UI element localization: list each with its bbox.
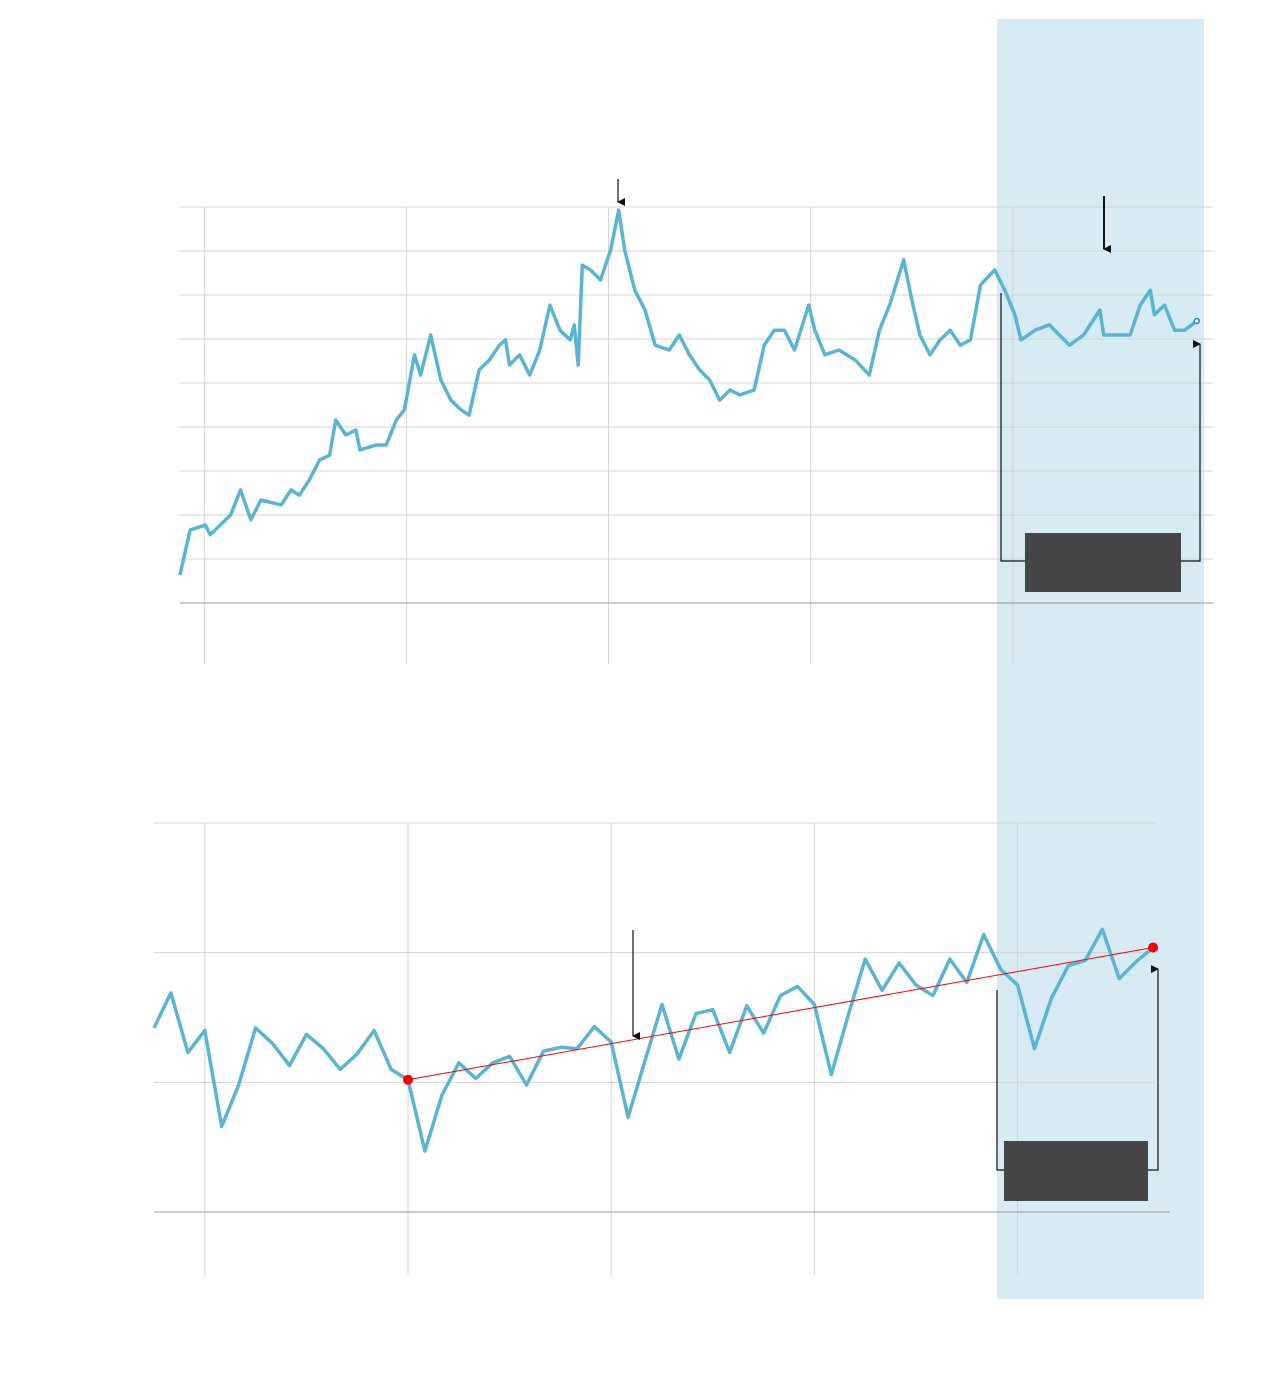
trend-point [403, 1074, 413, 1085]
data-line [178, 208, 1198, 576]
end-point [1193, 317, 1201, 325]
bracket [1000, 293, 1025, 562]
bracket [1148, 965, 1159, 1171]
bracket [1181, 340, 1201, 562]
trend-point [1148, 942, 1159, 953]
label-box [1004, 1141, 1148, 1201]
trend-line [407, 947, 1154, 1081]
data-line [152, 927, 1155, 1153]
label-box [1025, 533, 1181, 592]
plot-layer [152, 206, 1213, 1275]
bracket [996, 990, 1004, 1171]
highlight-band [997, 19, 1204, 1299]
